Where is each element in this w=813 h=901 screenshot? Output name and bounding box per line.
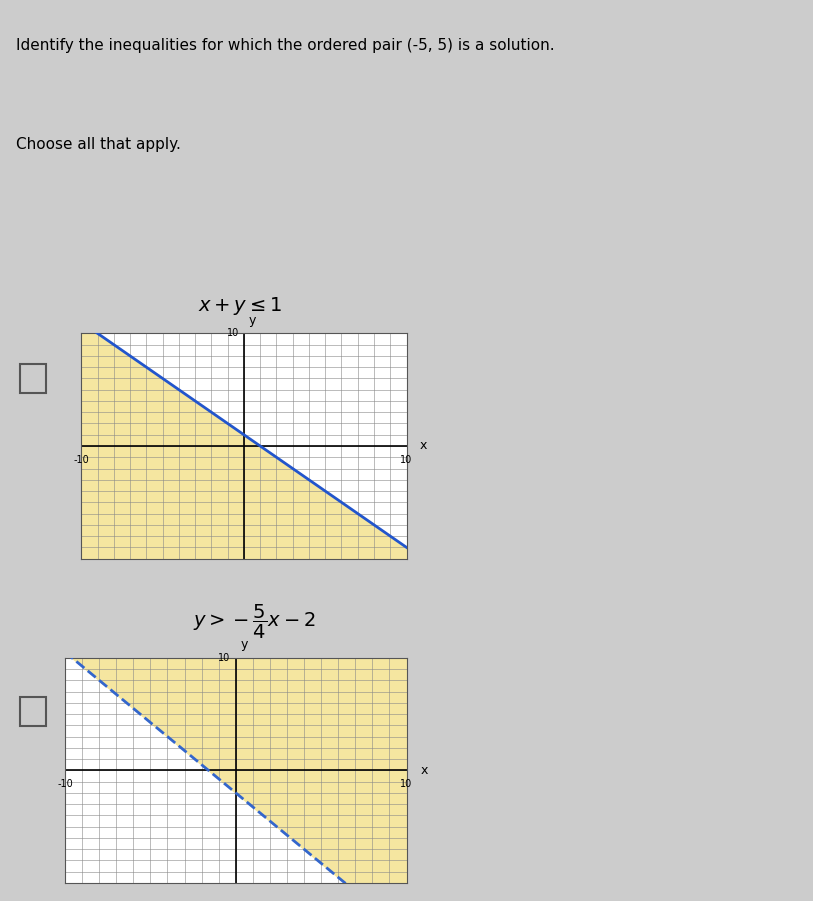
Text: y: y	[249, 314, 256, 326]
Text: x: x	[420, 764, 428, 777]
Text: Choose all that apply.: Choose all that apply.	[16, 137, 181, 151]
Bar	[20, 364, 46, 393]
Text: 10: 10	[400, 455, 413, 465]
Text: $y > -\dfrac{5}{4}x - 2$: $y > -\dfrac{5}{4}x - 2$	[193, 603, 315, 641]
Text: $x + y \leq 1$: $x + y \leq 1$	[198, 296, 282, 317]
Text: 10: 10	[400, 779, 413, 789]
Text: -10: -10	[73, 455, 89, 465]
Text: -10: -10	[57, 779, 73, 789]
Text: 10: 10	[227, 328, 239, 339]
Text: x: x	[420, 440, 427, 452]
Text: Identify the inequalities for which the ordered pair (-5, 5) is a solution.: Identify the inequalities for which the …	[16, 38, 555, 53]
Text: 10: 10	[219, 652, 231, 663]
Bar	[20, 697, 46, 726]
Text: y: y	[241, 638, 248, 651]
